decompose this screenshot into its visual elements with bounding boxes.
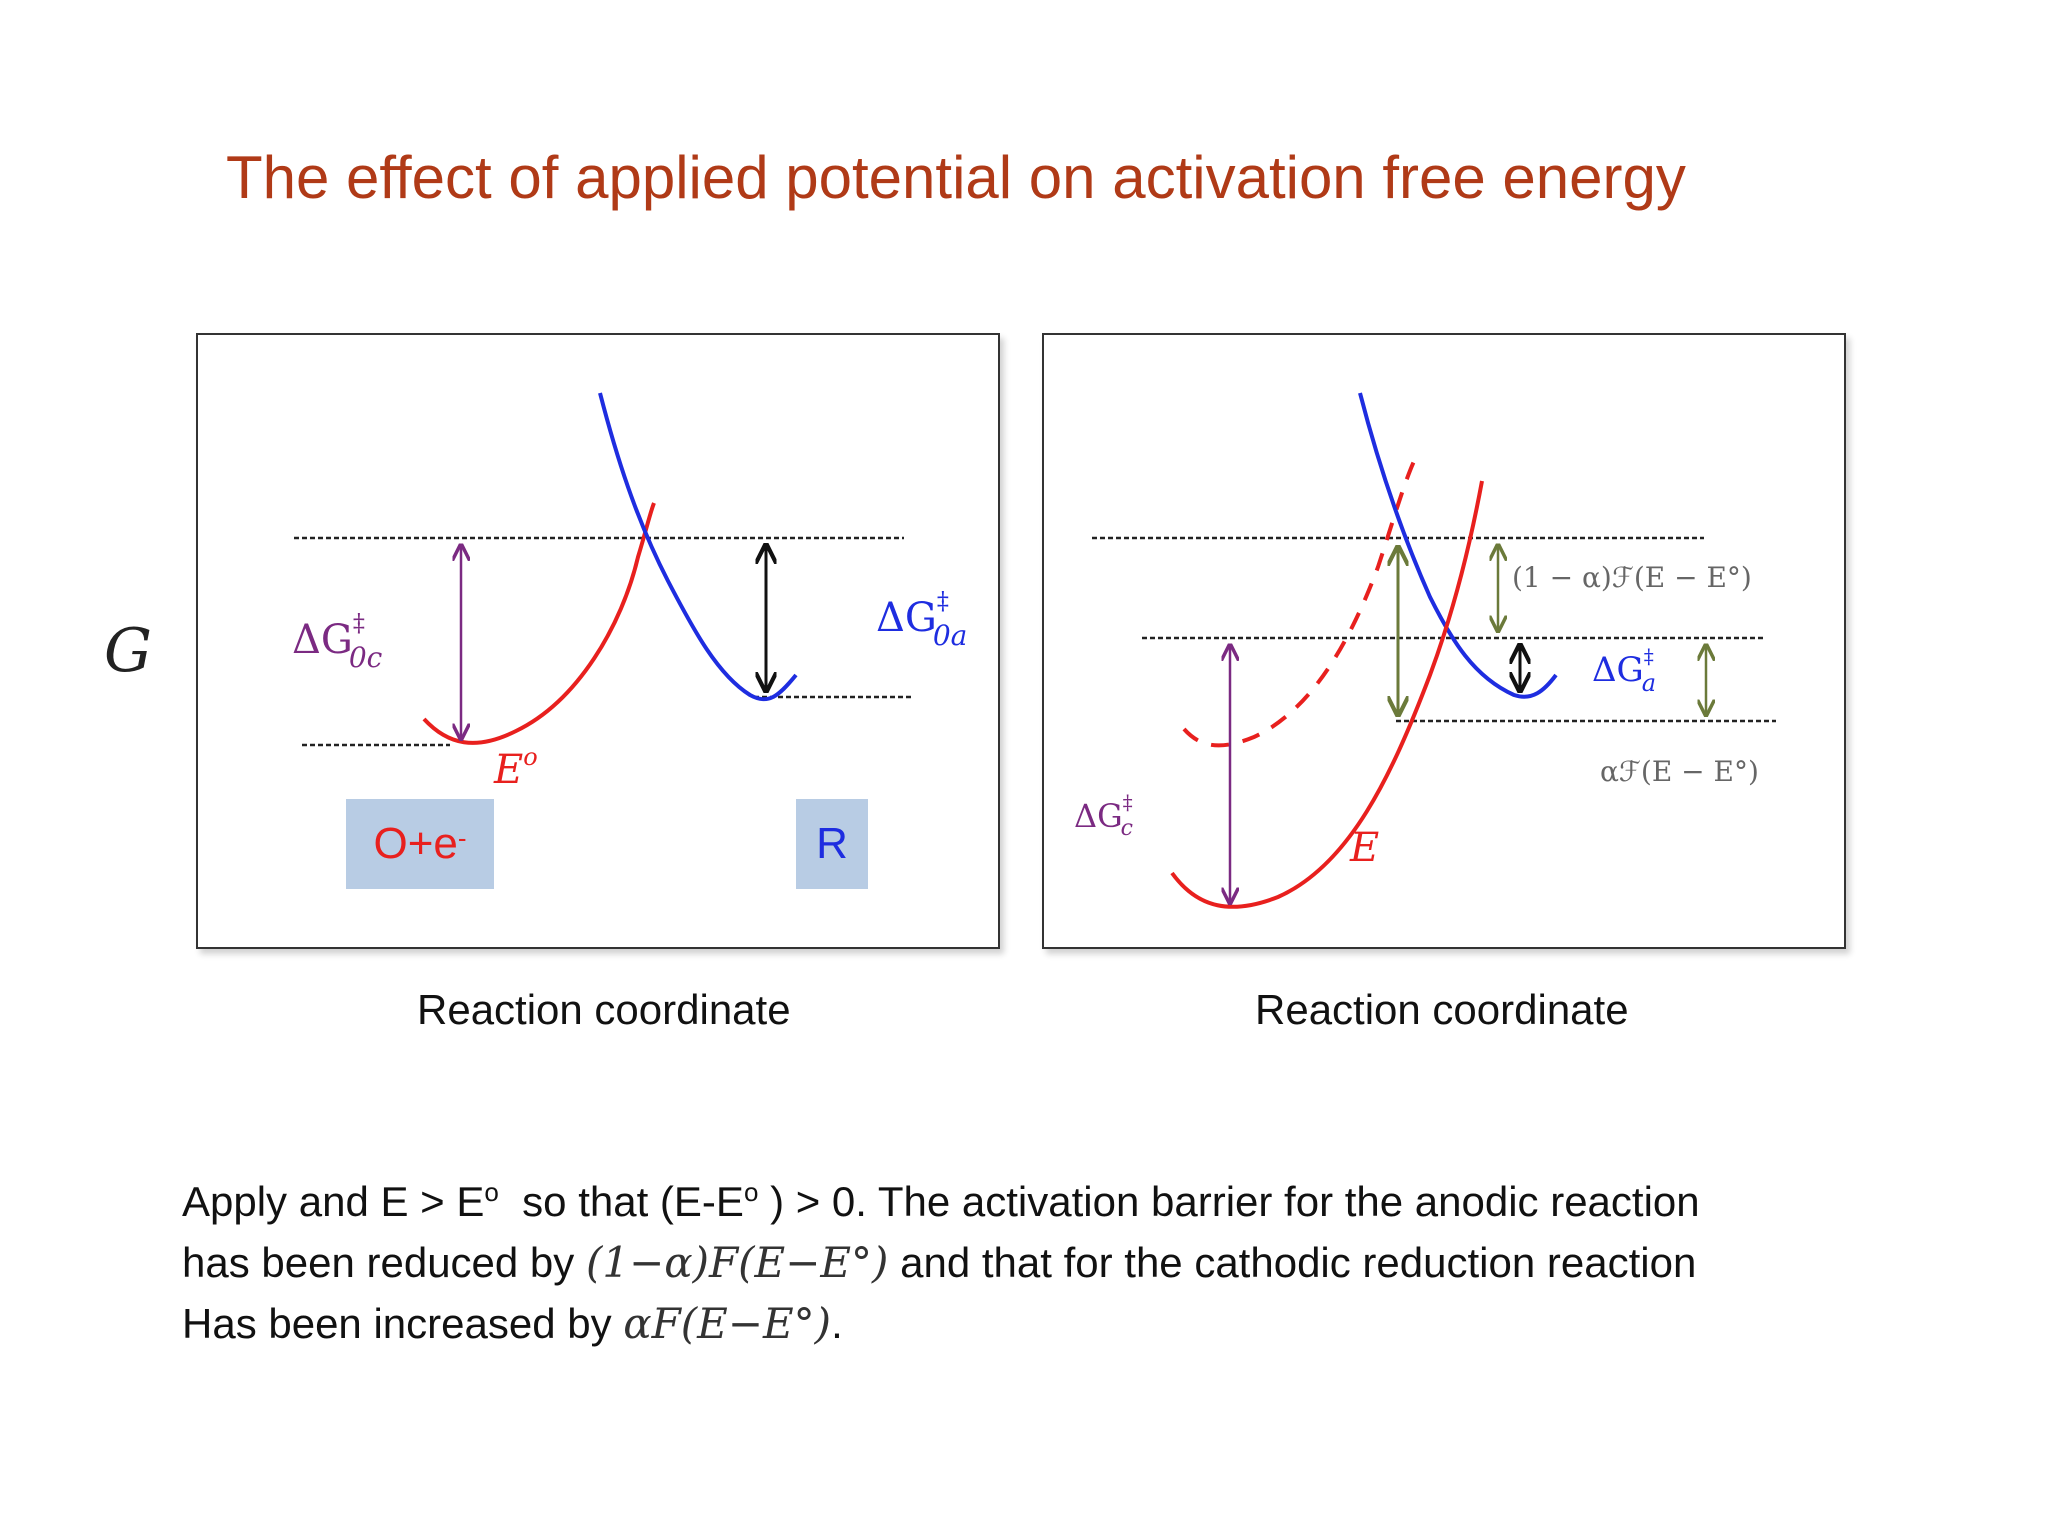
species-oxidized-box: O+e -: [346, 799, 494, 889]
anodic-reduction-formula: (1−α)F(E−E°): [585, 1238, 889, 1287]
diagram-right-svg: (1 − α)ℱ(E − E°) αℱ(E − E°) ΔG‡ a ΔG‡ c E: [1074, 392, 1776, 909]
label-dg-c: ΔG‡ c: [1074, 790, 1133, 841]
species-oxidized-label: O+e: [373, 819, 458, 868]
label-dg-0a: ΔG‡ 0a: [876, 587, 967, 652]
y-axis-label: G: [104, 616, 152, 686]
label-eo: Eo: [493, 743, 538, 793]
product-curve: [1358, 392, 1558, 699]
label-dg-a: ΔG‡ a: [1592, 644, 1656, 697]
diagram-left-svg: ΔG‡ 0c ΔG‡ 0a Eo: [292, 392, 967, 793]
shifted-reactant-curve: [1170, 480, 1484, 909]
reactant-curve: [422, 502, 656, 745]
x-axis-label-left: Reaction coordinate: [417, 986, 791, 1033]
x-axis-label-right: Reaction coordinate: [1255, 986, 1629, 1033]
caption-line-1: Apply and E > Eo so that (E-Eo ) > 0. Th…: [182, 1177, 1700, 1225]
cathodic-increase-formula: αF(E−E°): [623, 1299, 832, 1348]
species-reduced-box: R: [796, 799, 868, 889]
diagram-right-panel: (1 − α)ℱ(E − E°) αℱ(E − E°) ΔG‡ a ΔG‡ c E: [1042, 333, 1846, 949]
label-shift-cathodic: αℱ(E − E°): [1600, 755, 1759, 788]
diagram-left-panel: ΔG‡ 0c ΔG‡ 0a Eo O+e - R: [196, 333, 1000, 949]
caption-line-2: has been reduced by (1−α)F(E−E°) and tha…: [182, 1238, 1697, 1287]
caption-line-3: Has been increased by αF(E−E°).: [182, 1299, 843, 1348]
product-curve: [598, 392, 798, 702]
slide-title: The effect of applied potential on activ…: [226, 144, 1686, 211]
species-reduced-label: R: [816, 819, 848, 868]
old-reactant-curve-dashed: [1182, 452, 1420, 748]
label-e: E: [1349, 825, 1379, 871]
label-dg-0c: ΔG‡ 0c: [292, 609, 383, 674]
label-shift-anodic: (1 − α)ℱ(E − E°): [1512, 561, 1752, 594]
explanation-text: Apply and E > Eo so that (E-Eo ) > 0. Th…: [182, 1162, 1700, 1354]
